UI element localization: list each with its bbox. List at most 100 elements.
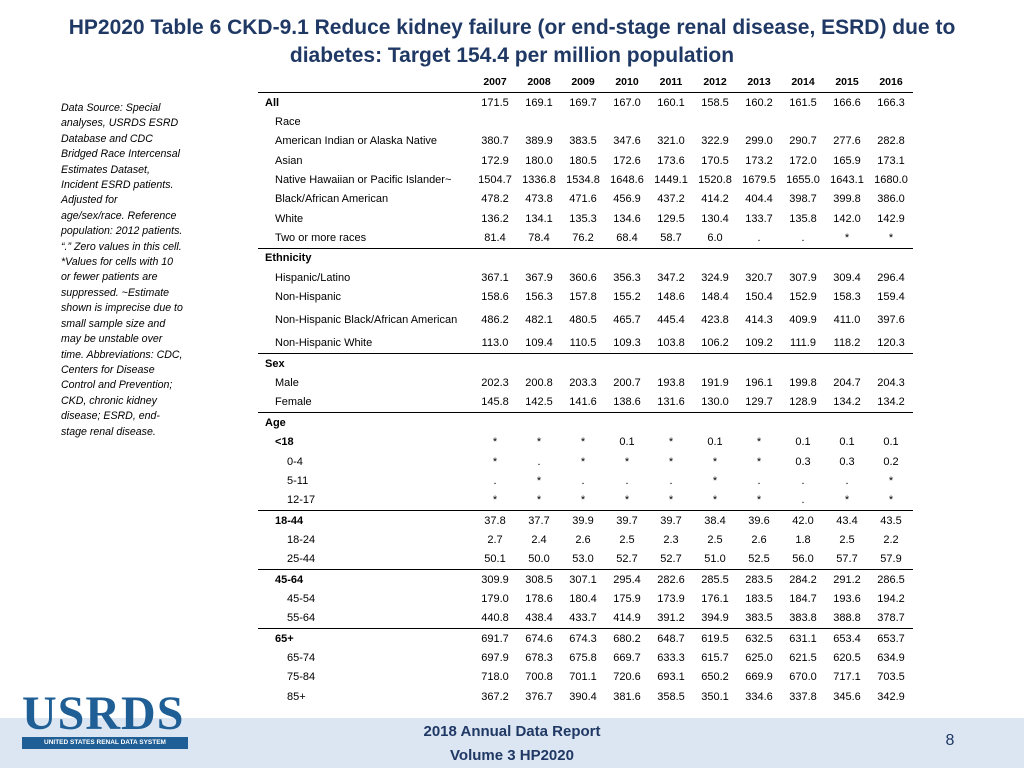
value-cell: 482.1: [525, 314, 553, 327]
value-cell: *: [712, 455, 718, 468]
table-body: All 171.5 169.1 169.7 167.0 160.1 158.5 160.2 16…: [258, 92, 913, 707]
value-cell: *: [492, 436, 498, 449]
value-cell: 43.5: [869, 509, 913, 531]
value-cell: 52.7: [660, 553, 682, 566]
table-row: 55-64 440.8 438.4 433.7 414.9 391.2 394.9 383.5…: [258, 609, 913, 629]
value-cell: 68.4: [616, 232, 638, 245]
row-label: 25-44: [287, 553, 316, 566]
value-cell: 150.4: [745, 291, 773, 304]
value-cell: 381.6: [613, 690, 641, 703]
value-cell: 173.2: [745, 154, 773, 167]
value-cell: 2.6: [751, 533, 767, 546]
value-cell: 284.2: [781, 568, 825, 590]
row-label: 18-24: [287, 533, 316, 546]
value-cell: 136.2: [481, 212, 509, 225]
table-row: 18-44 37.8 37.7 39.9 39.7 39.7 38.4 39.6 42.0 43.…: [258, 509, 913, 531]
value-cell: 1643.1: [830, 174, 864, 187]
row-label: 45-54: [287, 592, 316, 605]
value-cell: 2.5: [619, 533, 635, 546]
table-row: 45-64 309.9 308.5 307.1 295.4 282.6 285.5 283.5…: [258, 568, 913, 590]
value-cell: 670.0: [789, 671, 817, 684]
value-cell: 394.9: [701, 612, 729, 625]
value-cell: *: [756, 436, 762, 449]
value-cell: [517, 412, 561, 433]
table-row: Asian 172.9 180.0 180.5 172.6 173.6 170.5 173.2…: [258, 151, 913, 170]
value-cell: .: [801, 232, 805, 245]
value-cell: 142.5: [525, 396, 553, 409]
value-cell: 621.5: [789, 651, 817, 664]
value-cell: 39.9: [561, 509, 605, 531]
value-cell: .: [581, 474, 585, 487]
value-cell: 299.0: [745, 135, 773, 148]
usrds-logo: USRDS UNITED STATES RENAL DATA SYSTEM: [22, 690, 190, 750]
value-cell: 204.7: [833, 377, 861, 390]
value-cell: 145.8: [481, 396, 509, 409]
row-label: 55-64: [287, 612, 316, 625]
value-cell: [693, 112, 737, 131]
value-cell: *: [536, 436, 542, 449]
value-cell: 285.5: [693, 568, 737, 590]
value-cell: *: [844, 232, 850, 245]
value-cell: 191.9: [701, 377, 729, 390]
value-cell: 367.1: [481, 271, 509, 284]
table-row: 18-24 2.7 2.4 2.6 2.5 2.3 2.5 2.6 1.8 2.5 2.2: [258, 530, 913, 549]
value-cell: 674.6: [517, 627, 561, 649]
value-cell: 376.7: [525, 690, 553, 703]
value-cell: [561, 112, 605, 131]
value-cell: 2.4: [531, 533, 547, 546]
value-cell: 1679.5: [742, 174, 776, 187]
value-cell: 134.2: [877, 396, 905, 409]
table-row: Ethnicity: [258, 247, 913, 269]
value-cell: 56.0: [792, 553, 814, 566]
value-cell: [473, 112, 517, 131]
value-cell: .: [845, 474, 849, 487]
value-cell: 1680.0: [874, 174, 908, 187]
value-cell: *: [580, 436, 586, 449]
row-label: 45-64: [258, 568, 473, 590]
year-header: 2012: [693, 72, 737, 93]
row-label: 65-74: [287, 651, 316, 664]
value-cell: [693, 353, 737, 374]
value-cell: 633.3: [657, 651, 685, 664]
value-cell: 423.8: [701, 314, 729, 327]
row-label: Sex: [258, 353, 473, 374]
table-row: 12-17 * * * * * * *. * *: [258, 491, 913, 511]
value-cell: 130.4: [701, 212, 729, 225]
value-cell: 142.9: [877, 212, 905, 225]
value-cell: 109.3: [613, 337, 641, 350]
value-cell: 386.0: [877, 193, 905, 206]
value-cell: 37.7: [517, 509, 561, 531]
value-cell: 1534.8: [566, 174, 600, 187]
value-cell: [737, 247, 781, 269]
value-cell: 76.2: [572, 232, 594, 245]
value-cell: [781, 353, 825, 374]
value-cell: 307.1: [561, 568, 605, 590]
value-cell: 129.5: [657, 212, 685, 225]
value-cell: 180.0: [525, 154, 553, 167]
value-cell: 57.7: [836, 553, 858, 566]
table-row: Black/African American 478.2 473.8 471.6 456…: [258, 190, 913, 209]
value-cell: 134.2: [833, 396, 861, 409]
value-cell: 291.2: [825, 568, 869, 590]
value-cell: 103.8: [657, 337, 685, 350]
value-cell: 180.4: [569, 592, 597, 605]
value-cell: 282.6: [649, 568, 693, 590]
value-cell: 53.0: [572, 553, 594, 566]
year-header: 2008: [517, 72, 561, 93]
value-cell: 653.7: [869, 627, 913, 649]
value-cell: 347.6: [613, 135, 641, 148]
value-cell: *: [668, 455, 674, 468]
row-label: 12-17: [287, 494, 316, 507]
value-cell: 118.2: [833, 337, 861, 350]
value-cell: 397.6: [877, 314, 905, 327]
value-cell: 321.0: [657, 135, 685, 148]
value-cell: 367.9: [525, 271, 553, 284]
table-row: 85+ 367.2 376.7 390.4 381.6 358.5 350.1 334.6 33…: [258, 687, 913, 706]
table-row: Race: [258, 112, 913, 131]
table-row: 45-54 179.0 178.6 180.4 175.9 173.9 176.1 183.5…: [258, 589, 913, 608]
value-cell: *: [536, 494, 542, 507]
value-cell: 277.6: [833, 135, 861, 148]
value-cell: 290.7: [789, 135, 817, 148]
value-cell: 388.8: [833, 612, 861, 625]
value-cell: [869, 112, 913, 131]
